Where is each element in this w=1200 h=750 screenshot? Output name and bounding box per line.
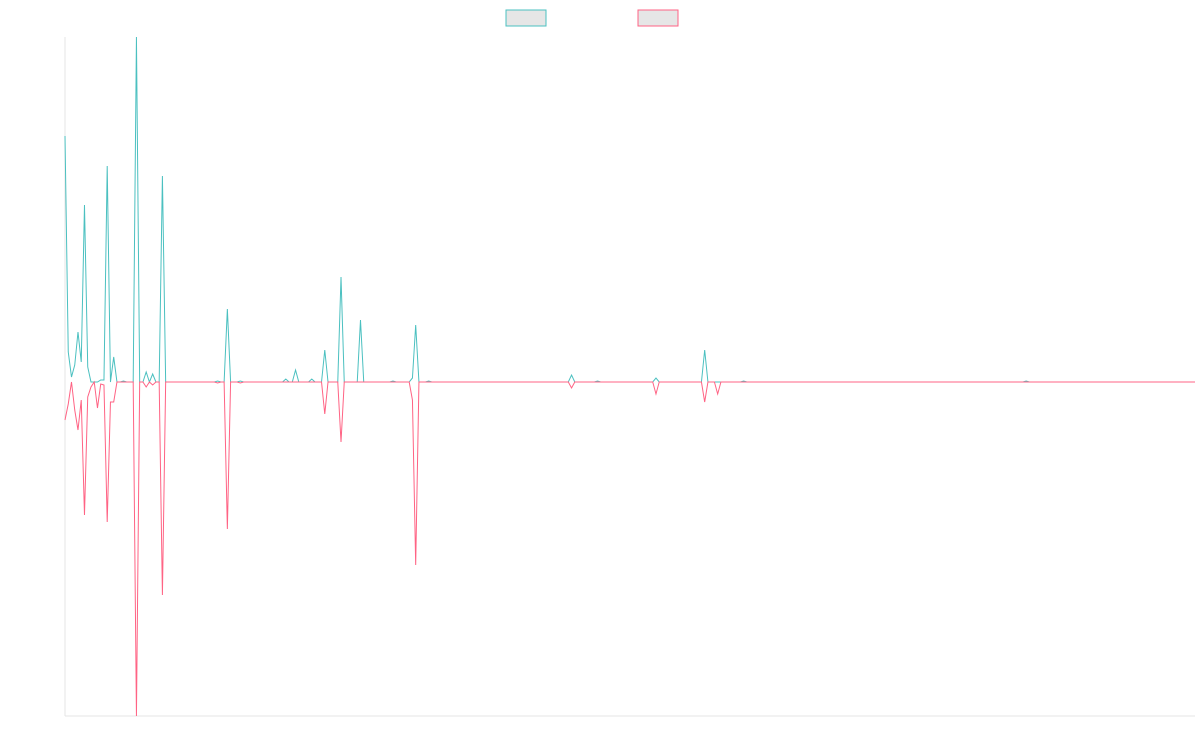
data-line: [64, 36, 1195, 384]
data-line: [64, 380, 1195, 717]
legend-swatch: [637, 9, 679, 27]
legend-swatch: [505, 9, 547, 27]
